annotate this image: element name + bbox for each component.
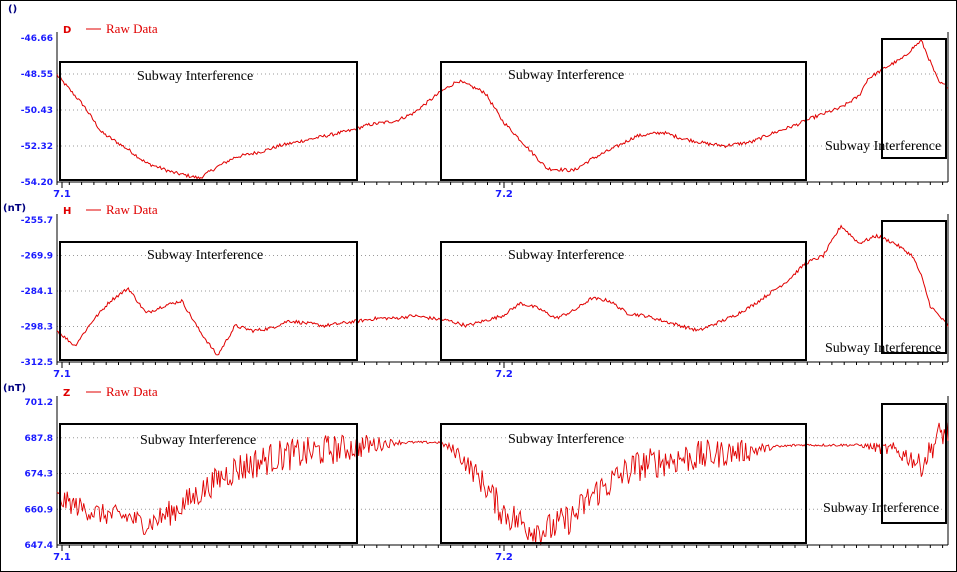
- y-tick-label: -48.55: [21, 70, 53, 80]
- panel-z: (nT) Z Raw Data: [3, 383, 158, 399]
- x-tick-label: 7.1: [53, 552, 71, 563]
- subway-interference-box: [440, 241, 807, 361]
- subway-interference-box: [59, 423, 358, 544]
- y-tick-label: -54.20: [21, 178, 53, 188]
- subway-interference-label: Subway Interference: [137, 69, 253, 84]
- y-tick-label: -284.1: [21, 287, 53, 297]
- panel-h-letter: H: [63, 206, 71, 217]
- subway-interference-box: [440, 423, 807, 544]
- y-tick-label: -52.32: [21, 142, 53, 152]
- chart-marks: -46.66-48.55-50.43-52.32-54.207.1 7.2Subw…: [21, 32, 949, 563]
- panel-z-letter: Z: [63, 388, 70, 399]
- series-line-raw-data: [56, 39, 949, 180]
- panel-h-legend-label: Raw Data: [106, 202, 158, 217]
- panel-d-unit: (): [8, 4, 17, 15]
- x-tick-label: 7.1: [53, 369, 71, 380]
- x-tick-label: 7.2: [495, 369, 513, 380]
- y-tick-label: 701.2: [25, 398, 53, 408]
- panel-z-legend-label: Raw Data: [106, 384, 158, 399]
- series-line-raw-data: [56, 422, 949, 545]
- x-tick-label: 7.2: [495, 189, 513, 200]
- subway-interference-label: Subway Interference: [508, 248, 624, 263]
- y-tick-label: 687.8: [25, 434, 53, 444]
- y-tick-label: -50.43: [21, 106, 53, 116]
- subway-interference-label: Subway Interference: [140, 433, 256, 448]
- panel-d-letter: D: [63, 25, 71, 36]
- y-tick-label: 674.3: [25, 470, 53, 480]
- subway-interference-label: Subway Interference: [825, 341, 941, 356]
- y-tick-label: -46.66: [21, 34, 53, 44]
- series-line-raw-data: [56, 224, 949, 356]
- panel-d-legend-label: Raw Data: [106, 21, 158, 36]
- subway-interference-box: [881, 38, 947, 159]
- subway-interference-label: Subway Interference: [825, 139, 941, 154]
- subway-interference-label: Subway Interference: [508, 68, 624, 83]
- panel-z-plot: 701.2 687.8 674.3 660.9 647.47.1 7.2 Subway In…: [25, 396, 949, 563]
- subway-interference-box: [59, 241, 358, 361]
- subway-interference-box: [881, 220, 947, 354]
- subway-interference-box: [881, 403, 947, 524]
- subway-interference-label: Subway Interference: [823, 501, 939, 516]
- panel-h: (nT) H Raw Data: [3, 202, 158, 217]
- y-tick-label: -269.9: [21, 252, 53, 262]
- panel-h-plot: -255.7 -269.9 -284.1 -298.3 -312.57.1 7.2 Subw…: [21, 214, 949, 380]
- subway-interference-box: [440, 61, 807, 181]
- subway-interference-label: Subway Interference: [508, 432, 624, 447]
- y-tick-label: -312.5: [21, 358, 53, 368]
- subway-interference-box: [59, 61, 358, 181]
- panel-z-unit: (nT): [3, 383, 26, 394]
- y-tick-label: -298.3: [21, 323, 53, 333]
- x-tick-label: 7.2: [495, 552, 513, 563]
- subway-interference-label: Subway Interference: [147, 248, 263, 263]
- panel-d-plot: -46.66 -48.55 -50.43 -52.32 -54.207.1 7.2 Subw…: [21, 32, 949, 200]
- y-tick-label: 647.4: [25, 541, 53, 551]
- panel-d: () D Raw Data: [8, 4, 158, 36]
- y-tick-label: -255.7: [21, 216, 53, 226]
- y-tick-label: 660.9: [25, 505, 53, 515]
- panel-h-unit: (nT): [3, 203, 26, 214]
- x-tick-label: 7.1: [53, 189, 71, 200]
